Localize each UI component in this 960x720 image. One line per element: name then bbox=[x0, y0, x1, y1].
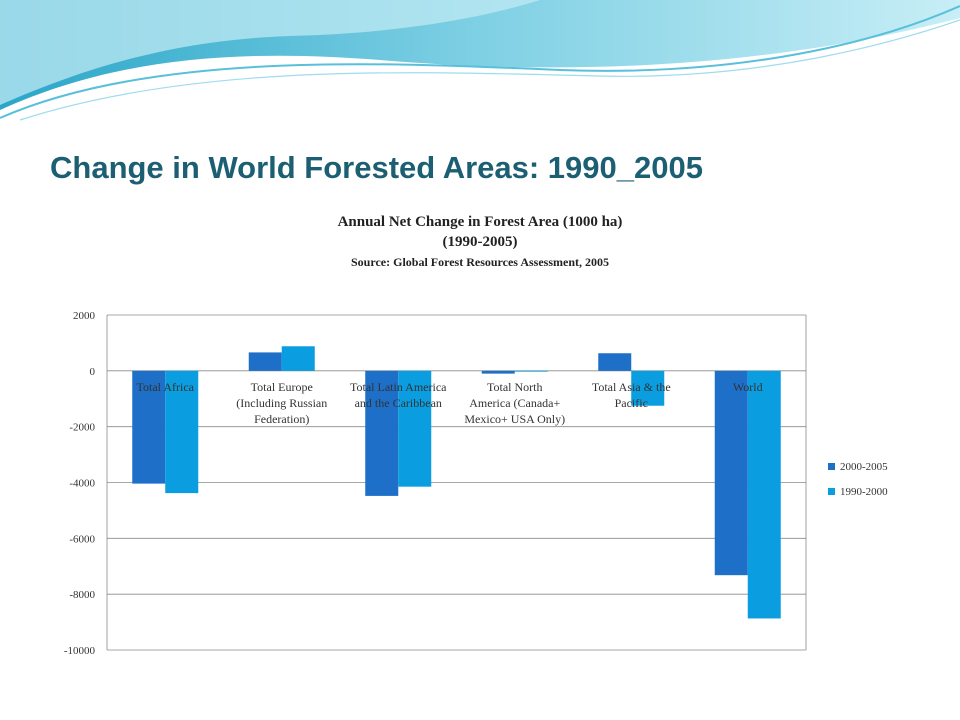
legend-swatch bbox=[828, 463, 835, 470]
category-label: Total North bbox=[487, 380, 542, 394]
y-tick-label: -8000 bbox=[69, 589, 95, 601]
legend-swatch bbox=[828, 488, 835, 495]
page-title: Change in World Forested Areas: 1990_200… bbox=[50, 150, 703, 185]
bar-2000-2005 bbox=[481, 370, 515, 374]
category-label: (Including Russian bbox=[236, 396, 327, 410]
category-label: Federation) bbox=[254, 412, 309, 426]
y-tick-label: 2000 bbox=[73, 310, 96, 322]
y-tick-label: -6000 bbox=[69, 533, 95, 545]
bar-1990-2000 bbox=[398, 370, 432, 487]
legend-label: 1990-2000 bbox=[840, 486, 888, 498]
category-label: Total Asia & the bbox=[592, 380, 671, 394]
category-label: America (Canada+ bbox=[469, 396, 560, 410]
wave-line-2 bbox=[19, 19, 960, 121]
bar-2000-2005 bbox=[365, 370, 399, 496]
category-label: World bbox=[733, 380, 763, 394]
category-label: Mexico+ USA Only) bbox=[464, 412, 565, 426]
bar-2000-2005 bbox=[132, 370, 166, 484]
category-label: Total Europe bbox=[251, 380, 313, 394]
y-tick-label: 0 bbox=[90, 366, 96, 378]
header-wave-decoration bbox=[0, 0, 960, 121]
y-tick-label: -2000 bbox=[69, 422, 95, 434]
bar-1990-2000 bbox=[165, 370, 199, 494]
legend-label: 2000-2005 bbox=[840, 461, 888, 473]
bar-2000-2005 bbox=[248, 352, 282, 371]
bar-1990-2000 bbox=[514, 370, 548, 372]
y-tick-label: -4000 bbox=[69, 478, 95, 490]
category-label: and the Caribbean bbox=[355, 396, 442, 410]
wave-shape-front bbox=[0, 0, 540, 105]
category-label: Total Latin America bbox=[350, 380, 447, 394]
wave-line bbox=[0, 5, 960, 119]
chart-subtitle-source: Source: Global Forest Resources Assessme… bbox=[351, 255, 609, 269]
bar-1990-2000 bbox=[631, 370, 665, 406]
bar-1990-2000 bbox=[281, 346, 315, 371]
bar-1990-2000 bbox=[747, 370, 781, 619]
chart-title-period: (1990-2005) bbox=[442, 234, 518, 250]
chart-title: Annual Net Change in Forest Area (1000 h… bbox=[337, 214, 623, 230]
y-tick-label: -10000 bbox=[64, 645, 96, 657]
bar-2000-2005 bbox=[598, 353, 632, 371]
category-label: Total Africa bbox=[137, 380, 195, 394]
bar-2000-2005 bbox=[714, 370, 748, 576]
category-label: Pacific bbox=[615, 396, 648, 410]
chart-title-block: Annual Net Change in Forest Area (1000 h… bbox=[200, 214, 760, 270]
